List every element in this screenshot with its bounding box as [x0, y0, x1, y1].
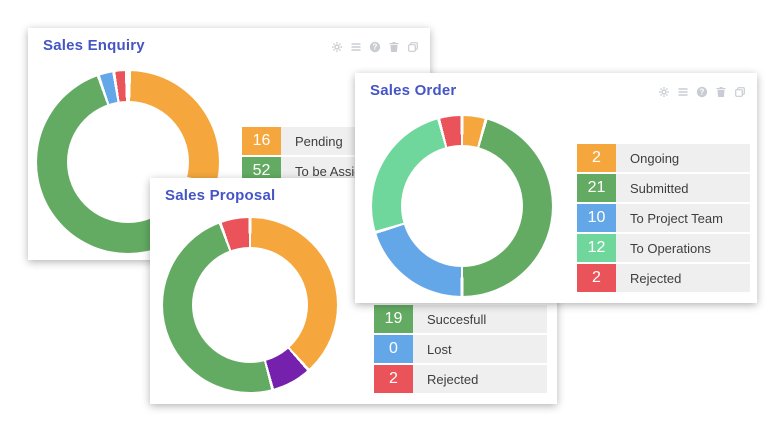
gear-icon[interactable]	[658, 86, 670, 98]
legend-label: Submitted	[616, 174, 750, 202]
legend-label: Lost	[413, 335, 547, 363]
menu-icon[interactable]	[677, 86, 689, 98]
legend-value-box: 19	[374, 305, 413, 333]
card-title: Sales Order	[370, 82, 457, 99]
legend-row-ongoing[interactable]: 2 Ongoing	[577, 144, 750, 172]
gear-icon[interactable]	[331, 41, 343, 53]
legend-label: To Project Team	[616, 204, 750, 232]
card-title: Sales Proposal	[165, 187, 276, 204]
legend: 19 Succesfull 0 Lost 2 Rejected	[374, 305, 547, 393]
legend-label: Rejected	[616, 264, 750, 292]
legend-row-to-project-team[interactable]: 10 To Project Team	[577, 204, 750, 232]
svg-text:?: ?	[700, 88, 705, 97]
donut-hole	[401, 145, 523, 267]
legend-row-succesfull[interactable]: 19 Succesfull	[374, 305, 547, 333]
card-sales-order: Sales Order ? 2 Ongoing 21 Submitted 10 …	[355, 73, 757, 303]
window-restore-icon[interactable]	[734, 86, 746, 98]
help-icon[interactable]: ?	[369, 41, 381, 53]
legend-row-lost[interactable]: 0 Lost	[374, 335, 547, 363]
legend-value-box: 2	[374, 365, 413, 393]
legend-value-box: 0	[374, 335, 413, 363]
legend-value-box: 12	[577, 234, 616, 262]
legend-value-box: 10	[577, 204, 616, 232]
legend-label: Succesfull	[413, 305, 547, 333]
sales-proposal-donut-chart[interactable]	[163, 218, 337, 392]
trash-icon[interactable]	[715, 86, 727, 98]
help-icon[interactable]: ?	[696, 86, 708, 98]
legend-value-box: 2	[577, 144, 616, 172]
card-toolbar: ?	[331, 41, 419, 53]
legend-row-rejected[interactable]: 2 Rejected	[577, 264, 750, 292]
window-restore-icon[interactable]	[407, 41, 419, 53]
legend-value-box: 2	[577, 264, 616, 292]
svg-text:?: ?	[373, 43, 378, 52]
legend-value-box: 21	[577, 174, 616, 202]
legend-row-to-operations[interactable]: 12 To Operations	[577, 234, 750, 262]
card-toolbar: ?	[658, 86, 746, 98]
legend-value-box: 16	[242, 127, 281, 155]
legend-row-rejected[interactable]: 2 Rejected	[374, 365, 547, 393]
trash-icon[interactable]	[388, 41, 400, 53]
legend-label: Ongoing	[616, 144, 750, 172]
legend-label: To Operations	[616, 234, 750, 262]
card-title: Sales Enquiry	[43, 37, 145, 54]
legend-row-submitted[interactable]: 21 Submitted	[577, 174, 750, 202]
legend-label: Rejected	[413, 365, 547, 393]
donut-hole	[192, 247, 308, 363]
menu-icon[interactable]	[350, 41, 362, 53]
legend: 2 Ongoing 21 Submitted 10 To Project Tea…	[577, 144, 750, 292]
sales-order-donut-chart[interactable]	[372, 116, 552, 296]
